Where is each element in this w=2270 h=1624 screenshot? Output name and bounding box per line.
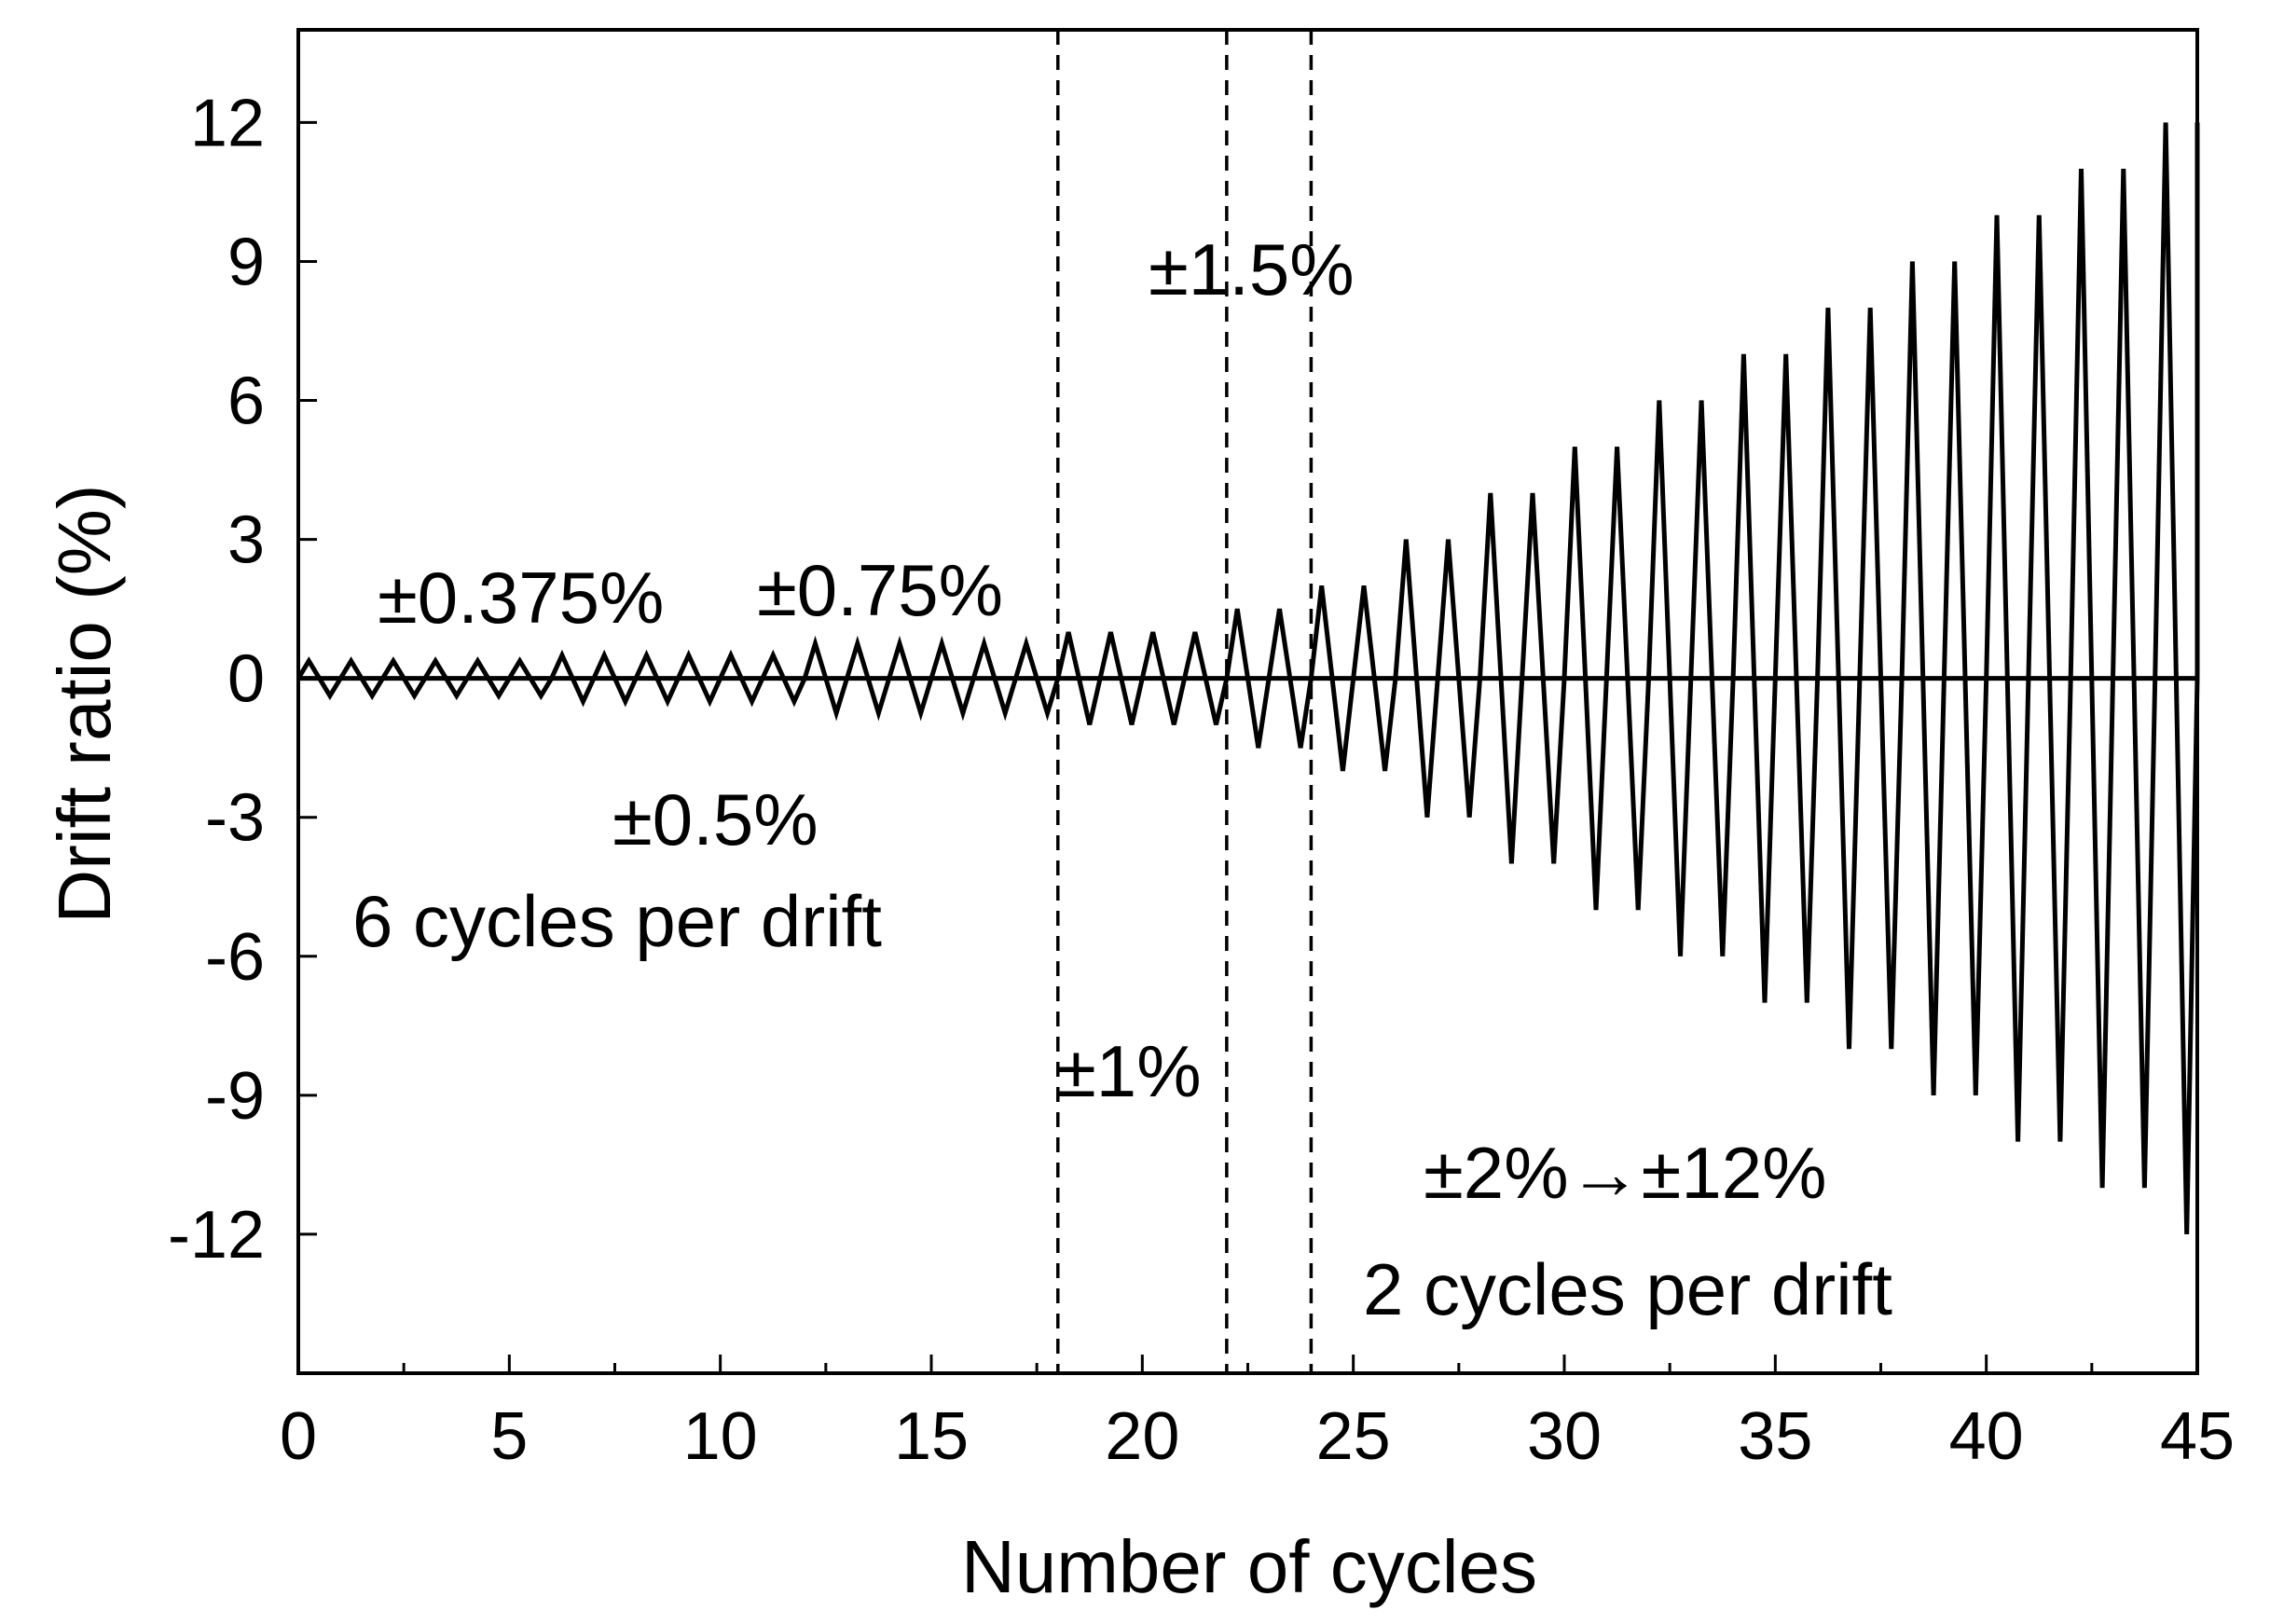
annotation-075: ±0.75%: [757, 549, 1003, 631]
annotation-05: ±0.5%: [612, 778, 819, 860]
y-tick-label: -12: [168, 1198, 265, 1273]
y-tick-label: -3: [205, 781, 265, 856]
x-tick-label: 20: [1105, 1399, 1179, 1474]
x-tick-label: 5: [490, 1399, 528, 1474]
y-tick-label: 6: [227, 365, 265, 439]
y-tick-label: 12: [190, 86, 265, 160]
annotation-two-cycles: 2 cycles per drift: [1363, 1248, 1892, 1330]
y-tick-label: 3: [227, 503, 265, 578]
y-tick-label: -6: [205, 920, 265, 995]
x-tick-label: 25: [1316, 1399, 1391, 1474]
annotation-15: ±1.5%: [1149, 228, 1355, 310]
y-tick-label: 9: [227, 225, 265, 299]
annotation-1: ±1%: [1056, 1030, 1202, 1112]
x-axis-label: Number of cycles: [961, 1525, 1537, 1608]
y-tick-label: -9: [205, 1059, 265, 1134]
x-tick-label: 15: [894, 1399, 969, 1474]
annotation-six-cycles: 6 cycles per drift: [352, 880, 882, 962]
x-tick-label: 40: [1949, 1399, 2024, 1474]
annotation-0375: ±0.375%: [378, 557, 664, 639]
y-tick-label: 0: [227, 642, 265, 717]
y-axis-label: Drift ratio (%): [43, 484, 126, 923]
x-tick-label: 30: [1527, 1399, 1602, 1474]
annotation-2-to-12: ±2%→±12%: [1424, 1132, 1826, 1214]
series-drift-history: [296, 122, 2200, 1234]
x-tick-label: 45: [2160, 1399, 2235, 1474]
x-tick-label: 0: [280, 1399, 317, 1474]
x-tick-label: 10: [683, 1399, 758, 1474]
x-tick-label: 35: [1738, 1399, 1812, 1474]
